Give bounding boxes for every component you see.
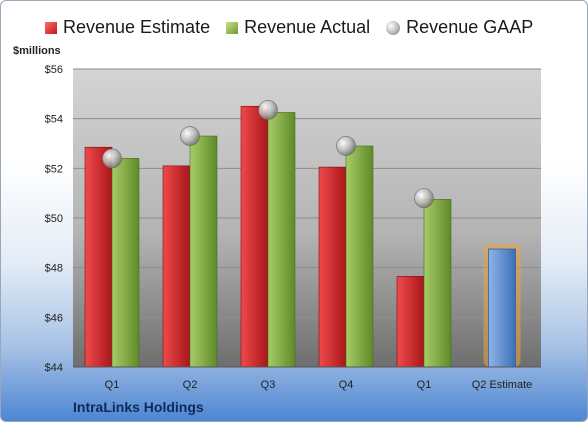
legend-item-actual: Revenue Actual [226,17,370,38]
legend-swatch-actual [226,21,239,34]
gaap-marker [414,188,434,208]
company-name: IntraLinks Holdings [73,399,204,415]
bar-estimate [84,146,113,368]
x-axis-ticks: Q1 Q2 Q3 Q4 Q1 Q2 Estimate [105,379,533,391]
y-tick-label: $48 [45,263,63,275]
legend-item-gaap: Revenue GAAP [386,17,533,38]
bar-actual [423,199,452,368]
bar-estimate [162,165,191,368]
x-tick-label: Q1 [417,379,432,391]
legend-swatch-gaap [386,20,401,35]
x-tick-label: Q2 [183,379,198,391]
bar-actual [111,158,140,368]
legend: Revenue Estimate Revenue Actual Revenue … [45,17,533,38]
legend-label-gaap: Revenue GAAP [406,17,534,37]
legend-label-actual: Revenue Actual [244,17,371,37]
gaap-marker [102,148,122,169]
y-tick-label: $54 [45,114,63,126]
y-tick-label: $46 [45,312,63,324]
bar-estimate [396,276,425,368]
bar-actual [345,145,374,368]
bar-estimate [318,166,347,368]
legend-label-estimate: Revenue Estimate [63,17,211,37]
bars [84,105,521,368]
x-tick-label: Q3 [261,379,276,391]
gaap-marker [258,100,278,120]
x-tick-label: Q1 [105,379,120,391]
legend-swatch-estimate [45,21,57,34]
y-tick-label: $52 [45,163,63,175]
y-tick-label: $56 [45,64,63,76]
bar-estimate [240,105,269,368]
y-tick-label: $50 [45,213,63,225]
x-tick-label: Q4 [339,379,354,391]
bar-actual [267,112,296,368]
bar-actual [189,135,218,368]
gaap-marker [180,126,200,146]
gaap-marker [336,136,356,156]
y-axis-ticks: $44 $46 $48 $50 $52 $54 $56 [45,64,63,374]
bar-estimate-projection [488,248,516,368]
x-tick-label: Q2 Estimate [472,379,533,391]
legend-item-estimate: Revenue Estimate [45,17,210,38]
gaap-markers [102,100,434,208]
y-axis-unit-label: $millions [13,45,61,57]
y-tick-label: $44 [45,362,63,374]
